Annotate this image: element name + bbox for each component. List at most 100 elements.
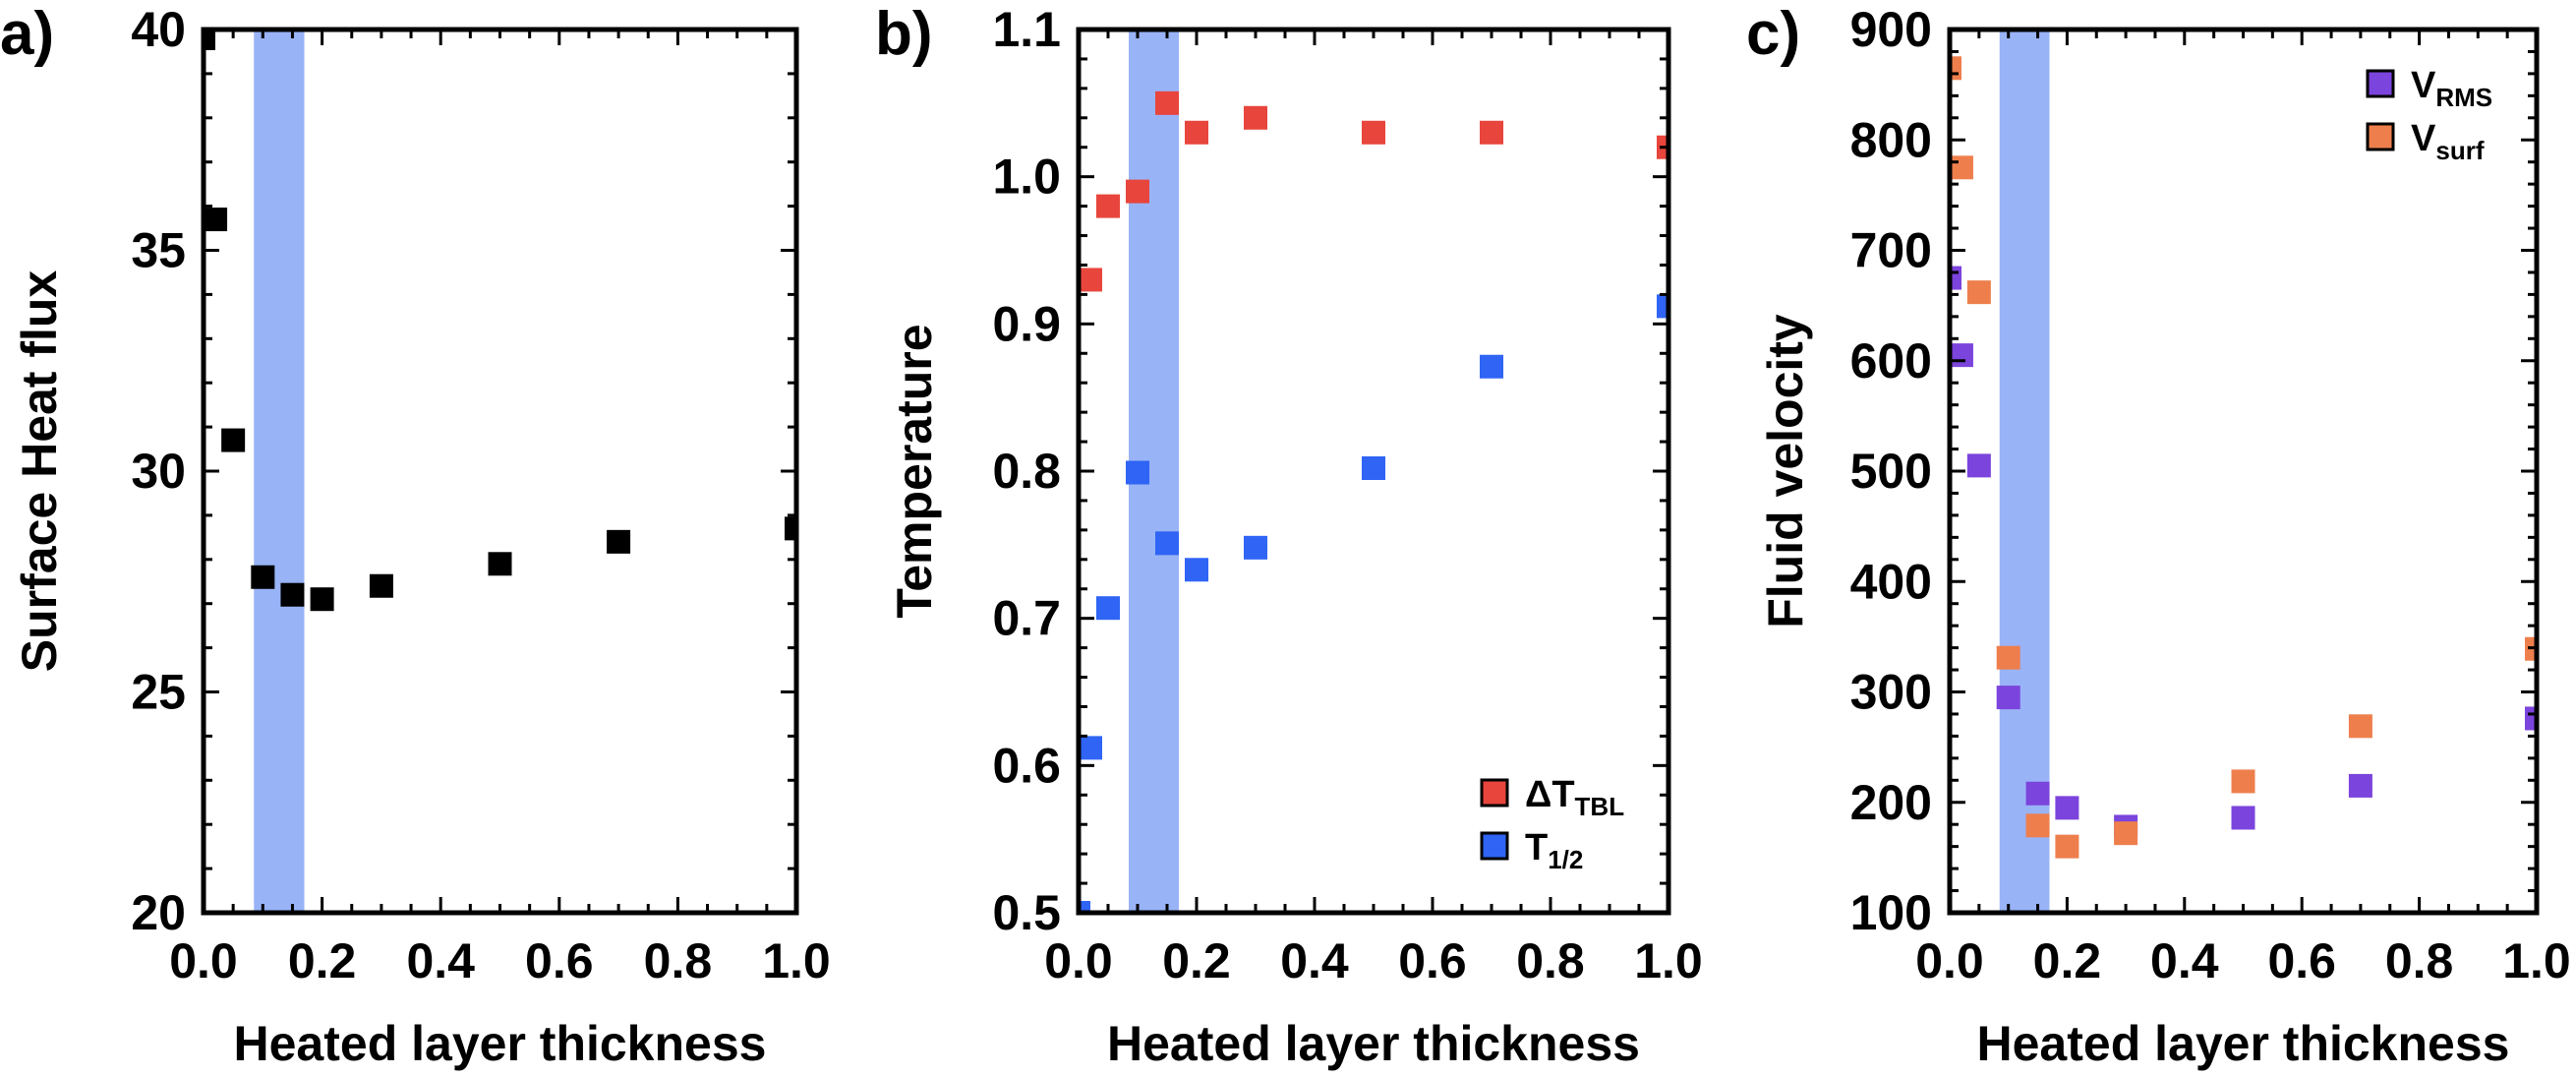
- y-tick-label-1: 25: [131, 665, 186, 720]
- data-point-s1-6: [1244, 535, 1267, 560]
- legend-entry-0: ΔTTBL: [1525, 774, 1624, 821]
- data-point-s1-8: [2348, 714, 2372, 739]
- highlight-band: [254, 30, 305, 913]
- legend-swatch-1: [2366, 122, 2395, 151]
- data-point-s1-2: [1096, 596, 1120, 621]
- y-tick-label-5: 1.0: [992, 150, 1061, 205]
- y-tick-label-0: 20: [131, 885, 186, 940]
- legend-swatch-0: [1480, 778, 1509, 808]
- data-point-s0-8: [2348, 773, 2372, 798]
- data-point-s0-9: [785, 516, 796, 541]
- x-tick-label-5: 1.0: [762, 933, 831, 988]
- x-tick-label-4: 0.8: [644, 933, 713, 988]
- x-tick-label-1: 0.2: [2033, 933, 2102, 988]
- x-tick-label-3: 0.6: [525, 933, 594, 988]
- x-axis-label: Heated layer thickness: [1977, 1016, 2510, 1071]
- data-point-s0-1: [1096, 194, 1120, 218]
- x-tick-label-3: 0.6: [1398, 933, 1467, 988]
- panel-label: b): [875, 0, 933, 68]
- chart-panel-2: 0.0 0.2 0.4 0.6 0.8 1.0 100 200 300 400 500 600 700 8…: [1746, 0, 2571, 1071]
- data-point-s1-3: [1126, 460, 1149, 485]
- x-tick-label-4: 0.8: [2385, 933, 2454, 988]
- legend-swatch-1: [1480, 831, 1509, 861]
- data-point-s1-1: [1950, 155, 1973, 180]
- panel-label: c): [1746, 0, 1800, 68]
- x-tick-label-0: 0.0: [1044, 933, 1113, 988]
- data-point-s1-3: [1996, 645, 2020, 670]
- y-tick-label-8: 900: [1850, 2, 1932, 57]
- data-point-s0-3: [1996, 686, 2020, 710]
- data-point-s0-9: [2525, 706, 2537, 731]
- x-axis-label: Heated layer thickness: [1107, 1016, 1640, 1071]
- y-tick-label-0: 100: [1850, 885, 1932, 940]
- data-point-s0-5: [1244, 105, 1267, 130]
- data-point-s0-0: [1079, 268, 1102, 292]
- x-tick-label-1: 0.2: [1162, 933, 1231, 988]
- data-point-s0-4: [2025, 781, 2050, 806]
- y-tick-label-1: 200: [1850, 775, 1932, 830]
- highlight-band: [1999, 30, 2050, 913]
- data-point-s0-5: [2055, 796, 2079, 820]
- data-point-s0-7: [1480, 120, 1503, 145]
- data-point-s0-7: [488, 552, 512, 576]
- x-tick-label-2: 0.4: [406, 933, 475, 988]
- data-point-s1-1: [1079, 736, 1102, 760]
- y-tick-label-3: 35: [131, 223, 186, 278]
- y-axis-label: Temperature: [887, 324, 942, 618]
- data-point-s0-4: [1185, 120, 1208, 145]
- data-point-s1-8: [1480, 354, 1503, 379]
- y-tick-label-7: 800: [1850, 112, 1932, 167]
- y-axis-label: Surface Heat flux: [12, 270, 67, 673]
- y-tick-label-1: 0.6: [992, 738, 1061, 793]
- data-point-s0-2: [1966, 453, 1991, 478]
- x-axis-label: Heated layer thickness: [234, 1016, 767, 1071]
- y-tick-label-3: 400: [1850, 554, 1932, 609]
- data-point-s1-5: [1185, 558, 1208, 582]
- y-tick-label-5: 600: [1850, 333, 1932, 389]
- panel-label: a): [0, 0, 54, 68]
- data-point-s0-7: [2231, 806, 2255, 830]
- x-tick-label-2: 0.4: [1280, 933, 1349, 988]
- data-point-s1-7: [1362, 456, 1385, 481]
- y-tick-label-0: 0.5: [992, 885, 1061, 940]
- y-tick-label-4: 40: [131, 2, 186, 57]
- data-point-s0-0: [204, 30, 215, 50]
- data-point-s0-5: [310, 587, 334, 612]
- y-tick-label-3: 0.8: [992, 444, 1061, 499]
- y-tick-label-4: 500: [1850, 444, 1932, 499]
- data-point-s0-3: [1155, 90, 1179, 115]
- y-tick-label-4: 0.9: [992, 296, 1061, 351]
- data-point-s0-1: [204, 208, 228, 232]
- data-point-s0-4: [280, 582, 305, 607]
- data-point-s0-6: [1362, 120, 1385, 145]
- data-point-s1-9: [1657, 294, 1669, 319]
- legend-entry-0: VRMS: [2411, 65, 2492, 112]
- legend-entry-1: Vsurf: [2411, 118, 2485, 165]
- legend-swatch-0: [2366, 69, 2395, 98]
- data-point-s0-2: [1126, 179, 1149, 204]
- legend-entry-1: T1/2: [1525, 827, 1583, 874]
- y-tick-label-6: 700: [1850, 223, 1932, 278]
- data-point-s1-0: [1079, 901, 1090, 913]
- data-point-s0-2: [221, 428, 246, 452]
- x-tick-label-0: 0.0: [1915, 933, 1984, 988]
- chart-panel-1: 0.0 0.2 0.4 0.6 0.8 1.0 0.5 0.6 0.7 0.8 0.9 1.0 1.1 H…: [875, 0, 1703, 1071]
- y-axis-label: Fluid velocity: [1758, 314, 1813, 628]
- y-tick-label-2: 300: [1850, 665, 1932, 720]
- data-point-s1-7: [2231, 769, 2255, 794]
- x-tick-label-1: 0.2: [288, 933, 357, 988]
- data-point-s0-8: [607, 529, 631, 554]
- x-tick-label-5: 1.0: [2502, 933, 2571, 988]
- data-point-s0-1: [1950, 343, 1973, 368]
- x-tick-label-2: 0.4: [2150, 933, 2219, 988]
- data-point-s1-4: [1155, 531, 1179, 556]
- data-point-s1-6: [2114, 821, 2138, 846]
- data-point-s1-4: [2025, 813, 2050, 838]
- data-point-s0-3: [251, 565, 275, 589]
- data-point-s0-6: [369, 573, 393, 598]
- x-tick-label-3: 0.6: [2267, 933, 2336, 988]
- x-tick-label-5: 1.0: [1634, 933, 1703, 988]
- data-point-s1-2: [1966, 280, 1991, 305]
- chart-panel-0: 0.0 0.2 0.4 0.6 0.8 1.0 20 25 30 35 40 Heated layer…: [0, 0, 831, 1071]
